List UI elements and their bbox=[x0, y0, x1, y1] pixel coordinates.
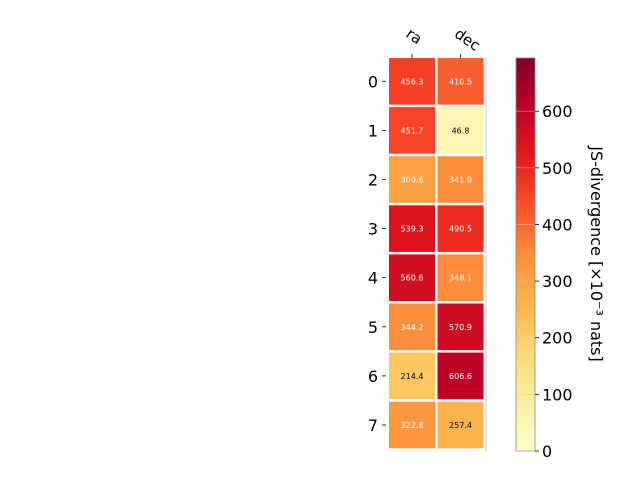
cell-value-label: 456.3 bbox=[401, 77, 424, 86]
cell-value-label: 300.6 bbox=[401, 176, 424, 185]
heatmap-cell bbox=[437, 254, 484, 301]
cell-value-label: 46.8 bbox=[452, 126, 470, 135]
row-label: 7 bbox=[368, 416, 378, 435]
row-label: 0 bbox=[368, 72, 378, 91]
cell-value-label: 451.7 bbox=[401, 126, 424, 135]
heatmap-cell bbox=[437, 352, 484, 400]
row-label: 5 bbox=[368, 318, 378, 337]
cell-value-label: 539.3 bbox=[401, 225, 424, 234]
column-label: dec bbox=[451, 25, 483, 55]
colorbar-ticks: 0 100 200 300 400 500 600 bbox=[516, 102, 573, 461]
heatmap-cell bbox=[437, 303, 484, 351]
colorbar-tick-label: 500 bbox=[542, 159, 573, 178]
cell-value-label: 348.1 bbox=[449, 274, 472, 283]
heatmap-cells bbox=[389, 58, 484, 449]
heatmap-cell bbox=[389, 58, 435, 105]
heatmap-cell bbox=[389, 352, 435, 400]
cell-value-label: 341.0 bbox=[449, 176, 472, 185]
colorbar-tick-label: 600 bbox=[542, 102, 573, 121]
colorbar-tick-label: 400 bbox=[542, 215, 573, 234]
colorbar: 0 100 200 300 400 500 600 bbox=[515, 57, 573, 461]
heatmap-cell bbox=[389, 205, 435, 252]
colorbar-tick-label: 100 bbox=[542, 385, 573, 404]
row-label: 6 bbox=[368, 367, 378, 386]
colorbar-tick-label: 300 bbox=[542, 272, 573, 291]
heatmap-cell bbox=[389, 156, 435, 203]
colorbar-label: JS-divergence [×10⁻³ nats] bbox=[587, 145, 606, 361]
heatmap-cell bbox=[389, 303, 435, 351]
heatmap-cell bbox=[389, 401, 435, 449]
heatmap-cell bbox=[389, 254, 435, 301]
row-label: 1 bbox=[368, 121, 378, 140]
heatmap-cell bbox=[437, 156, 484, 203]
heatmap-cell bbox=[437, 107, 484, 154]
row-label: 2 bbox=[368, 171, 378, 190]
colorbar-gradient bbox=[515, 57, 536, 452]
row-label: 4 bbox=[368, 269, 378, 288]
cell-value-label: 490.5 bbox=[449, 225, 472, 234]
heatmap-cell bbox=[437, 401, 484, 449]
heatmap-cell bbox=[437, 58, 484, 105]
cell-value-label: 322.8 bbox=[401, 421, 424, 430]
cell-value-label: 570.9 bbox=[449, 323, 472, 332]
colorbar-tick-label: 200 bbox=[542, 329, 573, 348]
cell-value-labels: 456.3 410.5 451.7 46.8 300.6 341.0 539.3 490.5 5… bbox=[401, 77, 472, 430]
cell-value-label: 257.4 bbox=[449, 421, 472, 430]
heatmap-cell bbox=[389, 107, 435, 154]
cell-value-label: 344.2 bbox=[401, 323, 424, 332]
cell-value-label: 606.6 bbox=[449, 372, 472, 381]
cell-value-label: 560.6 bbox=[401, 274, 424, 283]
heatmap-cell bbox=[437, 205, 484, 252]
row-label: 3 bbox=[368, 220, 378, 239]
column-label: ra bbox=[403, 25, 426, 49]
colorbar-tick-label: 0 bbox=[542, 442, 552, 461]
cell-value-label: 214.4 bbox=[401, 372, 424, 381]
column-labels: ra dec bbox=[403, 25, 484, 58]
cell-value-label: 410.5 bbox=[449, 77, 472, 86]
row-labels: 0 1 2 3 4 5 6 7 bbox=[368, 72, 386, 435]
